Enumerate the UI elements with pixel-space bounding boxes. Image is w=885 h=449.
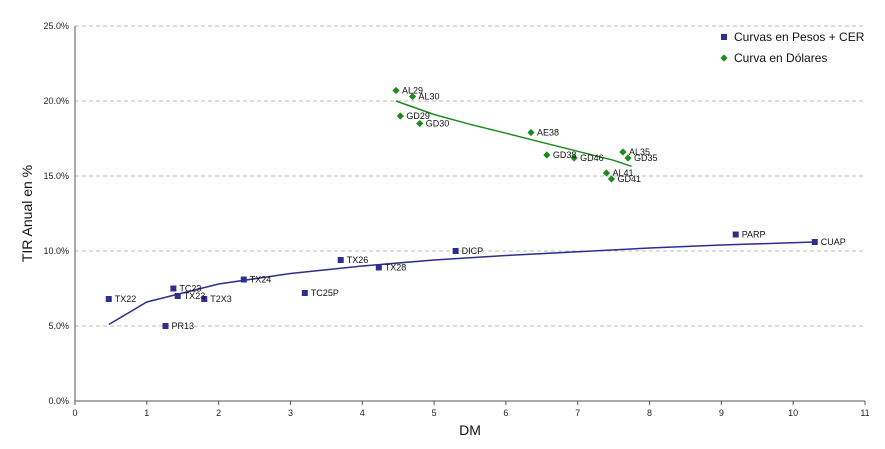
x-tick-label: 6 bbox=[503, 408, 508, 418]
point-tc25p bbox=[301, 290, 308, 296]
point-label-tx24: TX24 bbox=[250, 275, 272, 285]
x-tick-label: 8 bbox=[647, 408, 652, 418]
y-tick-label: 15.0% bbox=[43, 171, 69, 181]
point-label-tx26: TX26 bbox=[347, 255, 369, 265]
data-points bbox=[105, 86, 818, 329]
point-dicp bbox=[452, 248, 459, 254]
point-pr13 bbox=[162, 323, 169, 329]
point-gd29 bbox=[396, 112, 404, 120]
y-axis-title: TIR Anual en % bbox=[19, 165, 35, 262]
point-al30 bbox=[408, 92, 417, 101]
x-tick-label: 2 bbox=[216, 408, 221, 418]
legend-label: Curvas en Pesos + CER bbox=[734, 30, 865, 44]
point-gd35 bbox=[624, 154, 632, 162]
point-label-al41: AL41 bbox=[612, 168, 633, 178]
point-label-gd46: GD46 bbox=[580, 153, 604, 163]
axes: 0.0% 5.0% 10.0% 15.0% 20.0% 25.0% 0 1 2 3 4 5 6 7 8 9 10… bbox=[19, 21, 870, 438]
point-label-tx22: TX22 bbox=[115, 294, 137, 304]
point-label-dicp: DICP bbox=[462, 246, 484, 256]
y-tick-label: 5.0% bbox=[48, 321, 69, 331]
x-tick-label: 11 bbox=[860, 408, 869, 418]
point-label-al35: AL35 bbox=[629, 147, 650, 157]
point-label-tx23: TX23 bbox=[184, 291, 206, 301]
legend-marker-diamond bbox=[720, 54, 728, 62]
point-parp bbox=[732, 231, 739, 238]
trendline-series-1 bbox=[108, 241, 815, 326]
point-label-gd38: GD38 bbox=[553, 150, 577, 160]
point-ae38 bbox=[527, 128, 535, 137]
point-tx24 bbox=[240, 276, 247, 283]
point-label-gd41: GD41 bbox=[617, 174, 641, 184]
y-tick-label: 25.0% bbox=[43, 21, 69, 31]
legend-marker-square bbox=[721, 34, 727, 40]
point-label-parp: PARP bbox=[742, 230, 766, 240]
x-tick-label: 4 bbox=[360, 408, 365, 418]
point-tx22 bbox=[105, 296, 112, 302]
point-gd46 bbox=[570, 154, 578, 162]
point-tx23 bbox=[174, 293, 181, 299]
legend-label: Curva en Dólares bbox=[734, 51, 827, 65]
point-label-tx28: TX28 bbox=[385, 263, 407, 273]
point-gd41 bbox=[607, 175, 616, 183]
y-tick-label: 20.0% bbox=[43, 96, 69, 106]
point-label-gd30: GD30 bbox=[426, 119, 450, 129]
legend: Curvas en Pesos + CER Curva en Dólares bbox=[720, 30, 865, 65]
point-label-gd35: GD35 bbox=[634, 153, 658, 163]
point-label-pr13: PR13 bbox=[171, 321, 194, 331]
point-al35 bbox=[619, 148, 627, 156]
point-tx26 bbox=[337, 257, 344, 263]
point-label-al29: AL29 bbox=[402, 86, 423, 96]
point-tc23 bbox=[170, 285, 177, 292]
point-label-tc23: TC23 bbox=[179, 284, 201, 294]
point-label-tc25p: TC25P bbox=[311, 288, 339, 298]
point-label-cuap: CUAP bbox=[821, 237, 846, 247]
point-t2x3 bbox=[201, 296, 208, 302]
point-al41 bbox=[602, 169, 611, 177]
gridlines bbox=[75, 25, 865, 327]
x-tick-label: 5 bbox=[432, 408, 437, 418]
x-tick-label: 0 bbox=[72, 408, 77, 418]
point-label-ae38: AE38 bbox=[537, 128, 559, 138]
x-tick-label: 3 bbox=[288, 408, 293, 418]
point-tx28 bbox=[375, 264, 382, 271]
x-axis-title: DM bbox=[459, 422, 481, 438]
x-tick-label: 9 bbox=[719, 408, 724, 418]
point-cuap bbox=[811, 239, 818, 245]
point-label-gd29: GD29 bbox=[406, 111, 430, 121]
point-al29 bbox=[392, 86, 400, 95]
y-tick-label: 10.0% bbox=[43, 246, 69, 256]
point-gd38 bbox=[543, 151, 551, 159]
point-label-al30: AL30 bbox=[419, 92, 440, 102]
x-tick-label: 7 bbox=[575, 408, 580, 418]
trend-lines bbox=[108, 100, 815, 326]
point-gd30 bbox=[416, 119, 424, 128]
trendline-series-2 bbox=[395, 100, 632, 168]
x-tick-label: 10 bbox=[788, 408, 798, 418]
point-label-t2x3: T2X3 bbox=[210, 294, 232, 304]
y-tick-label: 0.0% bbox=[48, 396, 69, 406]
x-tick-label: 1 bbox=[144, 408, 149, 418]
